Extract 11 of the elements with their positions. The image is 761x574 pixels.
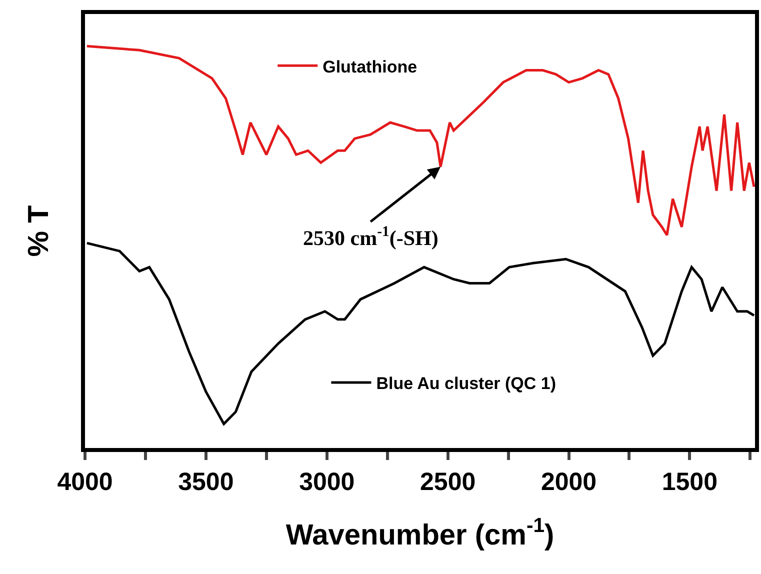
legend-label: Glutathione [322,57,418,76]
x-tick-label: 3500 [178,468,234,496]
x-axis-title: Wavenumber (cm$^{-1}$) [286,515,554,552]
y-axis-title: % T [22,204,55,257]
x-tick-label: 3000 [299,468,355,496]
x-tick-label: 1500 [662,468,718,496]
annotation: 2530 cm$^{-1}$(-SH) [303,224,438,250]
legend-label: Blue Au cluster (QC 1) [376,374,556,394]
x-tick-label: 2000 [540,468,597,496]
x-tick-label: 4000 [57,468,113,496]
x-tick-label: 2500 [420,468,476,496]
